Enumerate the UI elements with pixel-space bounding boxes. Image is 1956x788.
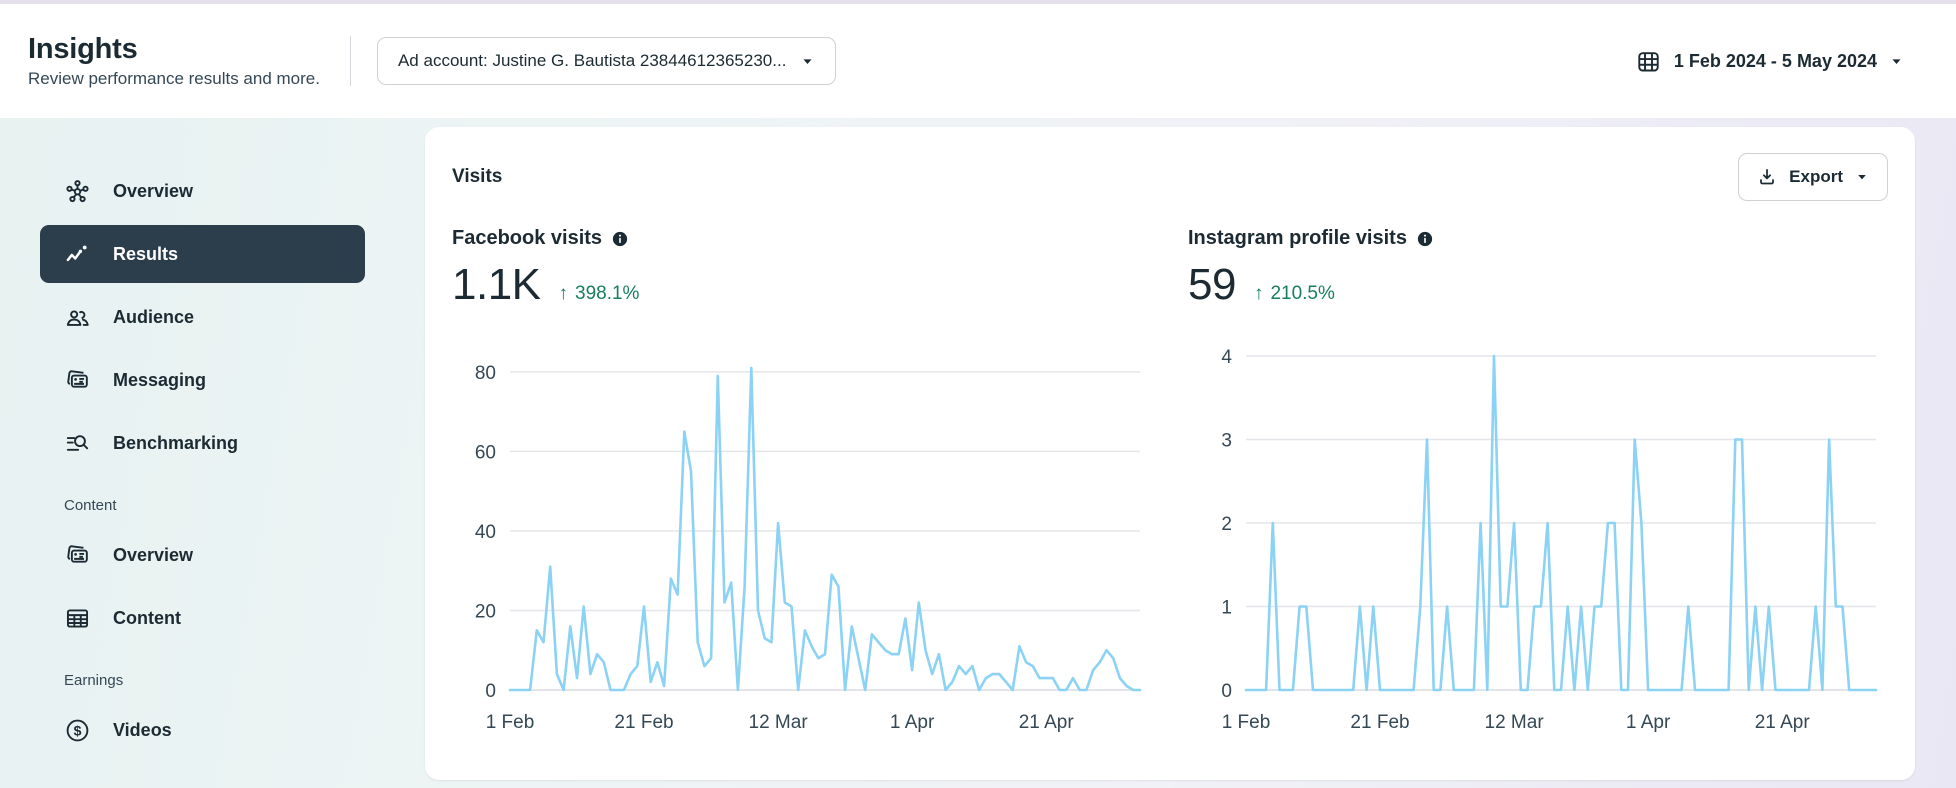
up-arrow-icon: ↑ <box>1253 283 1264 304</box>
svg-text:1 Feb: 1 Feb <box>1222 712 1271 733</box>
svg-text:0: 0 <box>1221 681 1232 702</box>
sidebar-item-label: Videos <box>113 719 172 740</box>
metric-delta: ↑ 398.1% <box>559 283 640 305</box>
sidebar-item-label: Audience <box>113 306 195 327</box>
calendar-icon <box>1635 48 1662 75</box>
content-area: Overview Results Audience Messaging Benchmar… <box>0 118 1956 788</box>
svg-text:12 Mar: 12 Mar <box>749 712 809 733</box>
metric-label: Instagram profile visits <box>1188 227 1407 249</box>
metric-value: 59 <box>1188 260 1236 309</box>
sidebar-item-messaging[interactable]: Messaging <box>40 351 365 409</box>
svg-text:21 Apr: 21 Apr <box>1755 712 1811 733</box>
metric-value: 1.1K <box>452 260 541 309</box>
svg-text:1: 1 <box>1221 598 1232 619</box>
sidebar-item-audience[interactable]: Audience <box>40 288 365 346</box>
svg-text:3: 3 <box>1221 431 1232 452</box>
charts-row: Facebook visits 1.1K ↑ 398.1% 0 20 40 60 80 1… <box>452 227 1888 745</box>
date-range-picker[interactable]: 1 Feb 2024 - 5 May 2024 <box>1635 48 1904 75</box>
chevron-down-icon <box>800 54 815 69</box>
up-arrow-icon: ↑ <box>558 283 569 304</box>
title-block: Insights Review performance results and … <box>28 33 320 89</box>
svg-text:21 Feb: 21 Feb <box>614 712 673 733</box>
sidebar-section-label-earnings: Earnings <box>64 672 124 689</box>
sidebar-item-videos[interactable]: $ Videos <box>40 701 365 759</box>
sidebar-item-content-overview[interactable]: Overview <box>40 526 365 584</box>
sidebar-item-label: Results <box>113 243 179 264</box>
metric-delta-value: 398.1% <box>575 283 640 304</box>
page-header: Insights Review performance results and … <box>0 4 1956 118</box>
svg-text:$: $ <box>74 722 82 738</box>
svg-text:4: 4 <box>1221 347 1232 368</box>
card-title: Visits <box>452 166 503 187</box>
benchmark-icon <box>64 430 91 457</box>
hub-icon <box>64 178 91 205</box>
metric-header: Facebook visits <box>452 227 1152 250</box>
people-icon <box>64 304 91 331</box>
ad-account-label: Ad account: Justine G. Bautista 23844612… <box>397 51 787 70</box>
ad-account-dropdown[interactable]: Ad account: Justine G. Bautista 23844612… <box>376 37 837 85</box>
table-icon <box>64 605 91 632</box>
svg-text:21 Feb: 21 Feb <box>1350 712 1409 733</box>
export-button[interactable]: Export <box>1738 153 1888 201</box>
trend-icon <box>64 241 91 268</box>
top-accent-strip <box>0 0 1956 4</box>
info-icon[interactable] <box>1416 230 1434 248</box>
svg-text:40: 40 <box>475 522 496 543</box>
instagram-profile-visits-chart: 0 1 2 3 4 1 Feb 21 Feb 12 Mar 1 Apr 21 Apr <box>1221 347 1878 733</box>
page-title: Insights <box>28 32 138 65</box>
sidebar-item-benchmarking[interactable]: Benchmarking <box>40 414 365 472</box>
sidebar-nav: Overview Results Audience Messaging Benchmar… <box>40 162 365 764</box>
metric-delta: ↑ 210.5% <box>1254 283 1335 305</box>
info-icon[interactable] <box>611 230 629 248</box>
svg-text:80: 80 <box>475 363 496 384</box>
svg-text:20: 20 <box>475 602 496 623</box>
dollar-icon: $ <box>64 717 91 744</box>
export-label: Export <box>1789 167 1843 186</box>
metric-delta-value: 210.5% <box>1270 283 1335 304</box>
cards-icon <box>64 542 91 569</box>
sidebar-item-label: Overview <box>113 180 194 201</box>
chevron-down-icon <box>1889 54 1904 69</box>
chevron-down-icon <box>1855 170 1869 184</box>
sidebar-item-results[interactable]: Results <box>40 225 365 283</box>
download-icon <box>1757 167 1777 187</box>
svg-text:1 Apr: 1 Apr <box>890 712 935 733</box>
sidebar-section-label-content: Content <box>64 497 117 514</box>
facebook-visits-block: Facebook visits 1.1K ↑ 398.1% 0 20 40 60 80 1… <box>452 227 1152 745</box>
metric-header: Instagram profile visits <box>1188 227 1888 250</box>
svg-text:21 Apr: 21 Apr <box>1019 712 1075 733</box>
visits-card: Visits Export <box>425 127 1915 780</box>
sidebar-item-overview[interactable]: Overview <box>40 162 365 220</box>
facebook-visits-chart: 0 20 40 60 80 1 Feb 21 Feb 12 Mar 1 Apr 21 Apr <box>475 363 1142 733</box>
metric-value-row: 1.1K ↑ 398.1% <box>452 260 1152 310</box>
sidebar-item-label: Overview <box>113 544 194 565</box>
page-subtitle: Review performance results and more. <box>28 69 320 89</box>
sidebar-item-label: Benchmarking <box>113 432 239 453</box>
svg-text:0: 0 <box>485 681 496 702</box>
sidebar-item-label: Messaging <box>113 369 207 390</box>
sidebar-item-label: Content <box>113 607 181 628</box>
cards-icon <box>64 367 91 394</box>
metric-value-row: 59 ↑ 210.5% <box>1188 260 1888 310</box>
header-divider <box>349 36 351 86</box>
svg-text:1 Apr: 1 Apr <box>1626 712 1671 733</box>
sidebar-item-content[interactable]: Content <box>40 589 365 647</box>
card-header: Visits Export <box>452 153 1888 201</box>
svg-text:2: 2 <box>1221 514 1232 535</box>
metric-label: Facebook visits <box>452 227 603 249</box>
svg-text:12 Mar: 12 Mar <box>1485 712 1545 733</box>
date-range-label: 1 Feb 2024 - 5 May 2024 <box>1673 50 1877 71</box>
svg-text:1 Feb: 1 Feb <box>486 712 535 733</box>
svg-text:60: 60 <box>475 442 496 463</box>
